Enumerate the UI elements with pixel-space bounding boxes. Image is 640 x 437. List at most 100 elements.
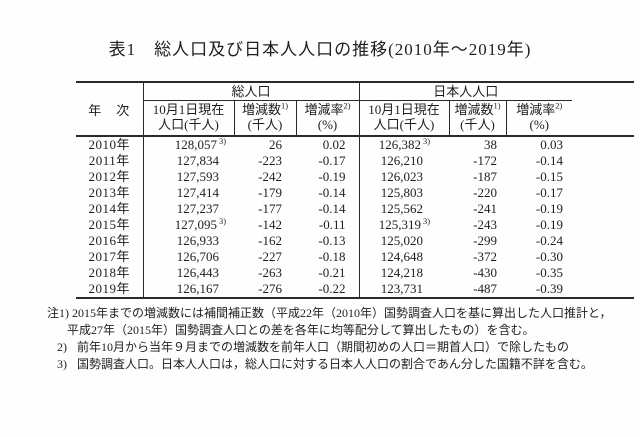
footnote-text: 平成27年（2015年）国勢調査人口との差を各年に均等配分して算出したもの）を含… [67,323,535,337]
total-rate-cell: -0.13 [296,233,360,249]
table-row: 2010年 128,057 3) 26 0.02 126,382 3) 38 0.03 [76,136,634,153]
jp-pop-cell: 126,382 3) [378,136,431,152]
table-row: 2016年 126,933 -162 -0.13 125,020 -299 -0.24 [76,233,634,249]
col-header-total-rate: 増減率2) (%) [296,100,360,137]
jp-change-cell: -172 [473,153,497,168]
table-title: 表1 総人口及び日本人人口の推移(2010年～2019年) [108,40,532,59]
jp-pop-cell: 123,731 [380,281,423,296]
table-body: 2010年 128,057 3) 26 0.02 126,382 3) 38 0.03 2011年… [76,136,634,298]
total-pop-cell: 126,933 [176,233,219,248]
year-cell: 2013年 [76,185,144,201]
footnote-ref: 1) [493,100,501,111]
jp-pop-cell: 124,648 [380,249,423,264]
header-row-subcolumns: 10月1日現在 人口(千人) 増減数1) (千人) 増減率2) (%) 10月1… [76,100,634,137]
total-change-cell: -142 [258,217,282,232]
total-pop-cell: 126,706 [176,249,219,264]
year-cell: 2015年 [76,217,144,233]
jp-rate-cell: -0.19 [535,201,563,216]
population-table: 年 次 総人口 日本人人口 10月1日現在 人口(千人) 増減数1) (千人) … [76,81,634,299]
table-row: 2014年 127,237 -177 -0.14 125,562 -241 -0.19 [76,201,634,217]
total-change-cell: 26 [269,137,282,152]
col-header-jp-change: 増減数1) (千人) [449,100,507,137]
jp-rate-cell: 0.03 [540,137,563,152]
total-pop-cell: 126,167 [176,281,219,296]
total-pop-cell: 128,057 3) [174,136,227,152]
col-header-line2: (千人) [247,117,283,132]
year-cell: 2014年 [76,201,144,217]
jp-rate-cell: -0.24 [535,233,563,248]
jp-change-cell: -487 [473,281,497,296]
jp-change-cell: -243 [473,217,497,232]
year-cell: 2012年 [76,169,144,185]
filler-cell [572,153,634,169]
footnote-ref: 2) [343,100,351,111]
total-rate-cell: -0.19 [296,169,360,185]
footnote-line: 平成27年（2015年）国勢調査人口との差を各年に均等配分して算出したもの）を含… [0,322,616,339]
total-change-cell: -263 [258,265,282,280]
col-header-line1: 10月1日現在 [152,102,225,117]
jp-change-cell: -241 [473,201,497,216]
table-row: 2019年 126,167 -276 -0.22 123,731 -487 -0.39 [76,281,634,298]
col-header-line1: 増減数 [241,102,281,117]
filler-cell [572,249,634,265]
col-header-jp-pop: 10月1日現在 人口(千人) [359,100,450,137]
year-cell: 2010年 [76,136,144,153]
footnote-label: 注1) [47,306,69,320]
year-cell: 2018年 [76,265,144,281]
total-pop-cell: 127,095 3) [174,216,227,232]
footnote-line: 注1) 2015年までの増減数には補間補正数（平成22年（2010年）国勢調査人口… [0,305,616,322]
total-pop-cell: 127,414 [176,185,219,200]
jp-rate-cell: -0.19 [535,217,563,232]
table-row: 2015年 127,095 3) -142 -0.11 125,319 3) -243 -0.1… [76,217,634,233]
total-change-cell: -223 [258,153,282,168]
filler-cell [572,217,634,233]
footnotes: 注1) 2015年までの増減数には補間補正数（平成22年（2010年）国勢調査人口… [0,305,616,373]
total-change-cell: -179 [258,185,282,200]
col-header-line1: 増減率 [304,102,344,117]
total-pop-cell: 126,443 [176,265,219,280]
footnote-line: 2) 前年10月から当年９月までの増減数を前年人口（期間初めの人口＝期首人口）で除… [0,339,616,356]
col-header-line1: 増減数 [454,102,494,117]
total-rate-cell: -0.14 [296,201,360,217]
jp-rate-cell: -0.30 [535,249,563,264]
jp-pop-cell: 126,023 [380,169,423,184]
footnote-ref: 1) [280,100,289,111]
year-cell: 2017年 [76,249,144,265]
total-rate-cell: 0.02 [296,136,360,153]
total-pop-cell: 127,834 [176,153,219,168]
col-header-jp-rate: 増減率2) (%) [506,100,572,137]
jp-rate-cell: -0.39 [535,281,563,296]
col-group-japanese-population: 日本人人口 [359,82,572,101]
footnote-text: 2015年までの増減数には補間補正数（平成22年（2010年）国勢調査人口を基に… [72,306,612,320]
jp-rate-cell: -0.14 [535,153,563,168]
jp-rate-cell: -0.35 [535,265,563,280]
col-header-line1: 増減率 [516,102,556,117]
total-rate-cell: -0.22 [296,281,360,298]
total-rate-cell: -0.11 [296,217,360,233]
footnote-text: 国勢調査人口。日本人人口は，総人口に対する日本人人口の割合であん分した国籍不詳を… [77,357,593,371]
col-header-total-change: 増減数1) (千人) [234,100,297,137]
col-header-line2: (%) [529,117,550,132]
jp-pop-cell: 125,562 [380,201,423,216]
filler-cell [572,169,634,185]
col-header-total-pop: 10月1日現在 人口(千人) [143,100,235,137]
jp-pop-cell: 125,020 [380,233,423,248]
total-rate-cell: -0.21 [296,265,360,281]
jp-pop-cell: 125,803 [380,185,423,200]
jp-pop-cell: 124,218 [380,265,423,280]
jp-change-cell: -220 [473,185,497,200]
jp-change-cell: -187 [473,169,497,184]
total-change-cell: -276 [258,281,282,296]
total-rate-cell: -0.14 [296,185,360,201]
footnote-label: 3) [57,357,67,371]
header-row-groups: 年 次 総人口 日本人人口 [76,82,634,137]
jp-rate-cell: -0.15 [535,169,563,184]
col-header-line2: 人口(千人) [373,117,435,132]
filler-cell [572,185,634,201]
filler-cell [572,201,634,217]
jp-change-cell: 38 [484,137,497,152]
filler-cell [572,136,634,153]
footnote-line: 3) 国勢調査人口。日本人人口は，総人口に対する日本人人口の割合であん分した国籍不… [0,356,616,373]
total-pop-cell: 127,593 [176,169,219,184]
